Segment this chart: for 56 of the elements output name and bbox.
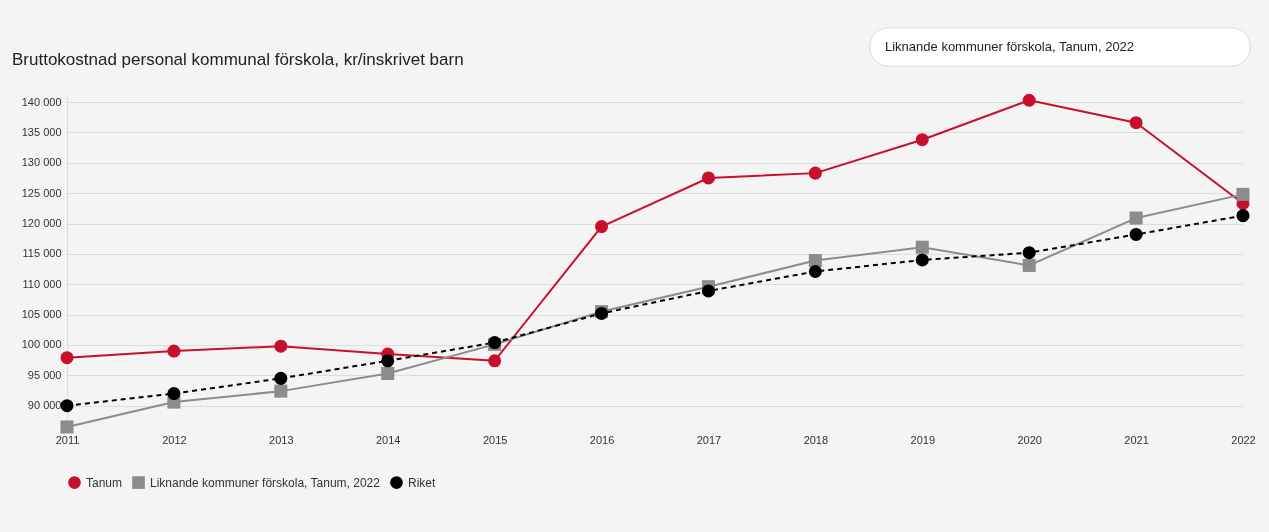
point xyxy=(488,354,502,368)
x-tick-label: 2021 xyxy=(1124,433,1149,446)
point xyxy=(381,367,395,381)
point xyxy=(595,220,609,234)
point xyxy=(1129,227,1143,241)
point xyxy=(60,351,74,365)
y-tick-label: 130 000 xyxy=(21,156,62,169)
x-tick-label: 2017 xyxy=(696,433,722,446)
point xyxy=(274,384,288,398)
x-tick-label: 2020 xyxy=(1017,433,1042,446)
y-tick-label: 110 000 xyxy=(22,277,62,290)
point xyxy=(1022,258,1036,272)
point xyxy=(167,344,181,358)
point xyxy=(701,284,715,298)
point xyxy=(167,387,181,401)
x-tick-label: 2019 xyxy=(910,433,936,446)
x-tick-label: 2014 xyxy=(375,433,401,446)
x-tick-label: 2018 xyxy=(803,433,829,446)
legend-label: Riket xyxy=(408,475,437,490)
point xyxy=(808,265,822,279)
point xyxy=(274,339,288,353)
y-tick-label: 95 000 xyxy=(27,368,62,381)
point xyxy=(701,171,715,185)
y-tick-label: 105 000 xyxy=(21,308,62,321)
point xyxy=(1022,93,1036,107)
y-tick-label: 100 000 xyxy=(21,338,62,351)
x-tick-label: 2013 xyxy=(269,433,294,446)
point xyxy=(915,133,929,147)
x-tick-label: 2016 xyxy=(589,433,615,446)
y-tick-label: 120 000 xyxy=(21,217,62,230)
legend-label: Tanum xyxy=(86,475,123,490)
legend-label: Liknande kommuner förskola, Tanum, 2022 xyxy=(150,475,381,490)
point xyxy=(808,166,822,180)
x-tick-label: 2011 xyxy=(55,433,80,446)
point xyxy=(915,253,929,267)
text: Liknande kommuner förskola, Tanum, 2022 xyxy=(885,39,1135,54)
point xyxy=(274,371,288,385)
point xyxy=(1022,246,1036,260)
point xyxy=(808,254,822,268)
point xyxy=(60,399,74,413)
x-tick-label: 2022 xyxy=(1231,433,1256,446)
point xyxy=(1236,209,1250,223)
y-tick-label: 140 000 xyxy=(21,95,62,108)
point xyxy=(60,420,74,434)
y-tick-label: 115 000 xyxy=(22,247,62,260)
point xyxy=(915,240,929,254)
x-tick-label: 2015 xyxy=(482,433,508,446)
y-tick-label: 125 000 xyxy=(21,186,62,199)
chart-title: Bruttokostnad personal kommunal förskola, kr/inskrivet barn xyxy=(12,50,464,69)
point xyxy=(381,354,395,368)
point xyxy=(1236,187,1250,201)
y-tick-label: 135 000 xyxy=(21,125,62,138)
x-tick-label: 2012 xyxy=(162,433,187,446)
y-tick-label: 90 000 xyxy=(27,399,62,412)
point xyxy=(1129,211,1143,225)
point xyxy=(1129,116,1143,130)
